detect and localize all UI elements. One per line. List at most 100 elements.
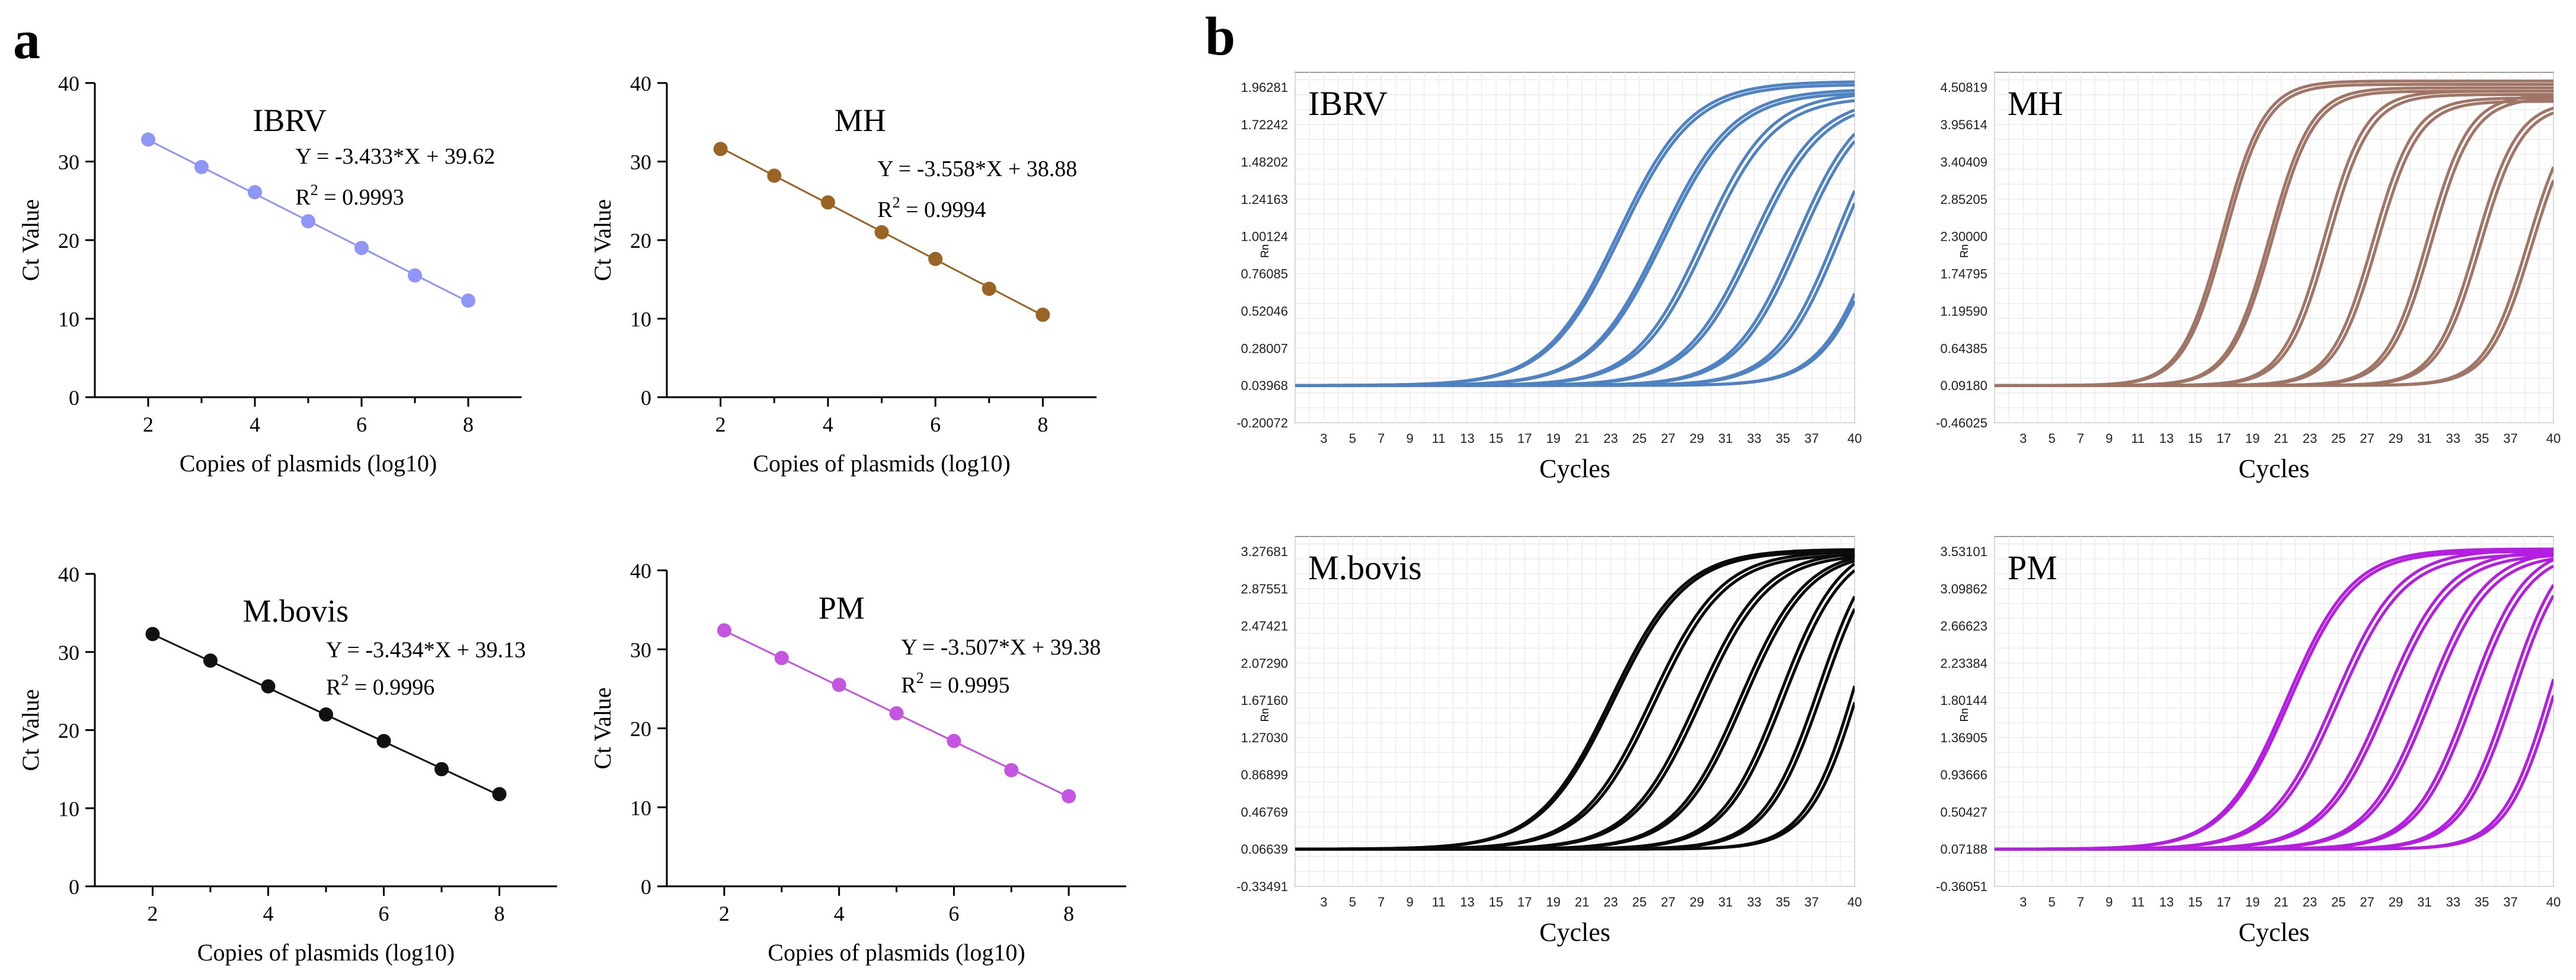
y-tick-label: 20 [58, 719, 79, 743]
x-axis-label: Cycles [1539, 454, 1610, 483]
amplification-curves [1995, 547, 2553, 851]
curve-10-2-rep [1995, 180, 2553, 387]
data-point [774, 650, 789, 665]
data-point [767, 168, 782, 183]
data-point [874, 225, 889, 240]
x-tick-label: 31 [1718, 431, 1733, 446]
amplification-curves [1995, 79, 2553, 387]
x-tick-label: 40 [1848, 895, 1862, 909]
y-tick-label: 1.80144 [1940, 693, 1987, 708]
x-axis-label: Copies of plasmids (log10) [768, 939, 1025, 966]
x-tick-label: 9 [2105, 895, 2112, 909]
r-squared-superscript: 2 [916, 669, 924, 687]
data-point [301, 214, 315, 229]
y-tick-label: 1.67160 [1241, 693, 1288, 708]
y-axis-label: Ct Value [17, 689, 44, 771]
panel-label-a: a [13, 9, 40, 70]
data-point [492, 787, 507, 802]
data-point [1035, 307, 1050, 322]
data-point [248, 185, 262, 200]
x-tick-label: 21 [1575, 431, 1589, 446]
x-tick-label: 3 [2019, 895, 2027, 909]
x-tick-label: 37 [1804, 431, 1818, 446]
amp-chart-PM: -0.36051 0.07188 0.50427 0.93666 1.36905 1.80… [1936, 536, 2561, 947]
x-tick-label: 8 [1063, 902, 1074, 925]
r-squared-label: R [877, 197, 893, 222]
y-tick-label: 2.66623 [1940, 619, 1987, 634]
amplification-curves [1295, 548, 1855, 851]
x-tick-label: 35 [2475, 895, 2489, 909]
y-tick-label: 0.06639 [1241, 842, 1288, 857]
y-tick-label: 10 [630, 308, 651, 331]
x-tick-label: 27 [1661, 895, 1675, 909]
y-tick-label: 30 [58, 151, 79, 174]
y-tick-label: 30 [630, 151, 651, 174]
x-tick-label: 31 [2417, 895, 2431, 909]
r-squared-superscript: 2 [311, 181, 318, 199]
x-tick-label: 8 [463, 413, 474, 436]
x-tick-label: 5 [2048, 895, 2056, 909]
x-tick-label: 2 [719, 902, 730, 925]
x-tick-label: 6 [379, 902, 389, 925]
r-squared-value: = 0.9996 [349, 675, 434, 700]
x-tick-label: 5 [2048, 431, 2056, 446]
x-tick-label: 19 [2245, 431, 2259, 446]
x-tick-label: 9 [1407, 895, 1414, 909]
r-squared-label: R [295, 185, 311, 210]
y-tick-label: 0 [641, 875, 651, 899]
regression-equation: Y = -3.433*X + 39.62 [295, 144, 495, 169]
y-tick-label: 1.72242 [1241, 117, 1288, 132]
chart-title: M.bovis [1308, 548, 1422, 587]
x-tick-label: 15 [1489, 895, 1503, 909]
x-tick-label: 7 [1378, 895, 1385, 909]
y-tick-label: -0.20072 [1236, 416, 1288, 430]
x-tick-label: 11 [2131, 895, 2144, 909]
x-tick-label: 7 [2077, 431, 2084, 446]
x-tick-label: 13 [1460, 895, 1474, 909]
x-tick-label: 7 [2077, 895, 2084, 909]
y-tick-label: 20 [58, 229, 79, 253]
x-tick-label: 33 [1747, 431, 1761, 446]
x-tick-label: 23 [2303, 431, 2317, 446]
x-tick-label: 33 [1747, 895, 1761, 909]
x-tick-label: 40 [1848, 431, 1862, 446]
x-tick-label: 17 [1517, 431, 1532, 446]
x-tick-label: 8 [1037, 413, 1048, 436]
r-squared: R2 = 0.9995 [901, 669, 1009, 698]
y-tick-label: 3.27681 [1241, 544, 1288, 559]
x-tick-label: 17 [2217, 431, 2231, 446]
x-tick-label: 33 [2446, 431, 2460, 446]
x-tick-label: 37 [2503, 431, 2517, 446]
y-tick-label: 1.96281 [1241, 80, 1288, 95]
y-tick-label: -0.33491 [1236, 879, 1288, 894]
y-tick-label: 3.95614 [1940, 117, 1987, 132]
x-axis-label: Copies of plasmids (log10) [180, 450, 437, 477]
y-tick-label: 2.47421 [1241, 619, 1288, 634]
y-axis-label: Rn [1958, 244, 1970, 258]
x-tick-label: 9 [2105, 431, 2112, 446]
chart-title: IBRV [253, 103, 327, 138]
x-tick-label: 8 [494, 902, 505, 925]
x-tick-label: 31 [1718, 895, 1733, 909]
data-point [928, 251, 943, 266]
y-axis-label: Rn [1958, 708, 1970, 722]
x-tick-label: 21 [1575, 895, 1589, 909]
x-tick-label: 31 [2417, 431, 2431, 446]
y-tick-label: 0.64385 [1940, 341, 1987, 356]
x-axis-label: Cycles [2239, 918, 2310, 947]
data-point [145, 627, 160, 641]
chart-title: MH [835, 103, 886, 138]
data-point [1004, 763, 1019, 778]
x-tick-label: 2 [148, 902, 158, 925]
x-tick-label: 35 [1776, 431, 1790, 446]
y-tick-label: 0 [641, 386, 651, 410]
x-tick-label: 37 [1804, 895, 1818, 909]
y-tick-label: 3.40409 [1940, 155, 1987, 170]
y-tick-label: 0.46769 [1241, 805, 1288, 819]
x-tick-label: 13 [2159, 895, 2174, 909]
data-point [141, 132, 155, 147]
y-axis-label: Ct Value [589, 199, 616, 281]
chart-title: M.bovis [243, 593, 349, 629]
x-tick-label: 33 [2446, 895, 2460, 909]
